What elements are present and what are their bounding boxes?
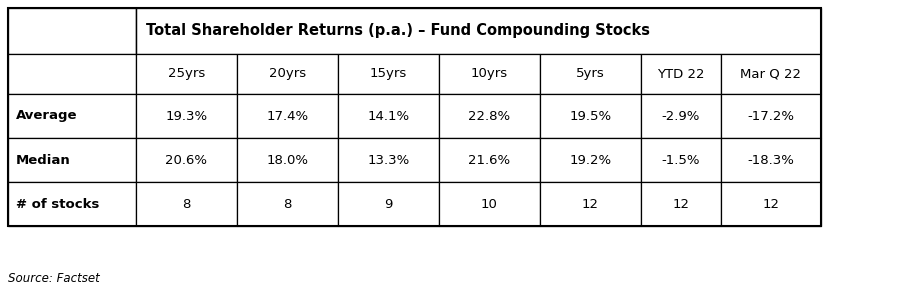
Text: -18.3%: -18.3% bbox=[747, 154, 794, 167]
Bar bbox=[721, 182, 821, 226]
Bar bbox=[8, 182, 136, 226]
Bar bbox=[641, 182, 721, 226]
Bar bbox=[540, 54, 641, 94]
Text: 9: 9 bbox=[385, 198, 393, 210]
Text: 5yrs: 5yrs bbox=[577, 67, 605, 81]
Bar bbox=[439, 182, 540, 226]
Bar bbox=[136, 138, 237, 182]
Bar bbox=[721, 94, 821, 138]
Bar bbox=[338, 138, 439, 182]
Text: 20yrs: 20yrs bbox=[269, 67, 306, 81]
Text: 10: 10 bbox=[481, 198, 498, 210]
Text: # of stocks: # of stocks bbox=[16, 198, 99, 210]
Bar bbox=[641, 54, 721, 94]
Text: 8: 8 bbox=[284, 198, 292, 210]
Bar bbox=[136, 182, 237, 226]
Text: 15yrs: 15yrs bbox=[370, 67, 407, 81]
Bar bbox=[540, 94, 641, 138]
Bar bbox=[237, 182, 338, 226]
Bar bbox=[540, 182, 641, 226]
Text: Median: Median bbox=[16, 154, 71, 167]
Text: -17.2%: -17.2% bbox=[747, 109, 794, 123]
Text: 18.0%: 18.0% bbox=[266, 154, 308, 167]
Bar bbox=[8, 54, 136, 94]
Text: Source: Factset: Source: Factset bbox=[8, 272, 100, 285]
Bar bbox=[237, 54, 338, 94]
Bar bbox=[136, 94, 237, 138]
Text: 17.4%: 17.4% bbox=[266, 109, 308, 123]
Bar bbox=[338, 94, 439, 138]
Bar bbox=[338, 182, 439, 226]
Text: 25yrs: 25yrs bbox=[168, 67, 205, 81]
Text: Average: Average bbox=[16, 109, 77, 123]
Text: 14.1%: 14.1% bbox=[367, 109, 409, 123]
Bar bbox=[641, 138, 721, 182]
Text: 8: 8 bbox=[183, 198, 191, 210]
Bar bbox=[8, 94, 136, 138]
Bar bbox=[8, 138, 136, 182]
Text: 12: 12 bbox=[582, 198, 599, 210]
Text: 22.8%: 22.8% bbox=[468, 109, 510, 123]
Text: Total Shareholder Returns (p.a.) – Fund Compounding Stocks: Total Shareholder Returns (p.a.) – Fund … bbox=[146, 23, 650, 39]
Text: -2.9%: -2.9% bbox=[662, 109, 700, 123]
Bar bbox=[8, 8, 821, 226]
Text: YTD 22: YTD 22 bbox=[657, 67, 705, 81]
Bar bbox=[721, 138, 821, 182]
Text: 20.6%: 20.6% bbox=[165, 154, 207, 167]
Bar bbox=[338, 54, 439, 94]
Bar bbox=[237, 94, 338, 138]
Bar bbox=[136, 54, 237, 94]
Bar bbox=[439, 138, 540, 182]
Text: 12: 12 bbox=[763, 198, 779, 210]
Text: 19.3%: 19.3% bbox=[165, 109, 207, 123]
Text: 13.3%: 13.3% bbox=[367, 154, 409, 167]
Bar bbox=[136, 8, 821, 54]
Bar bbox=[237, 138, 338, 182]
Text: 12: 12 bbox=[673, 198, 689, 210]
Bar bbox=[439, 94, 540, 138]
Bar bbox=[721, 54, 821, 94]
Text: Mar Q 22: Mar Q 22 bbox=[741, 67, 801, 81]
Bar bbox=[641, 94, 721, 138]
Bar bbox=[8, 8, 136, 54]
Text: 10yrs: 10yrs bbox=[471, 67, 508, 81]
Text: 21.6%: 21.6% bbox=[468, 154, 510, 167]
Text: 19.5%: 19.5% bbox=[569, 109, 611, 123]
Bar bbox=[540, 138, 641, 182]
Text: -1.5%: -1.5% bbox=[662, 154, 700, 167]
Bar bbox=[439, 54, 540, 94]
Text: 19.2%: 19.2% bbox=[569, 154, 611, 167]
